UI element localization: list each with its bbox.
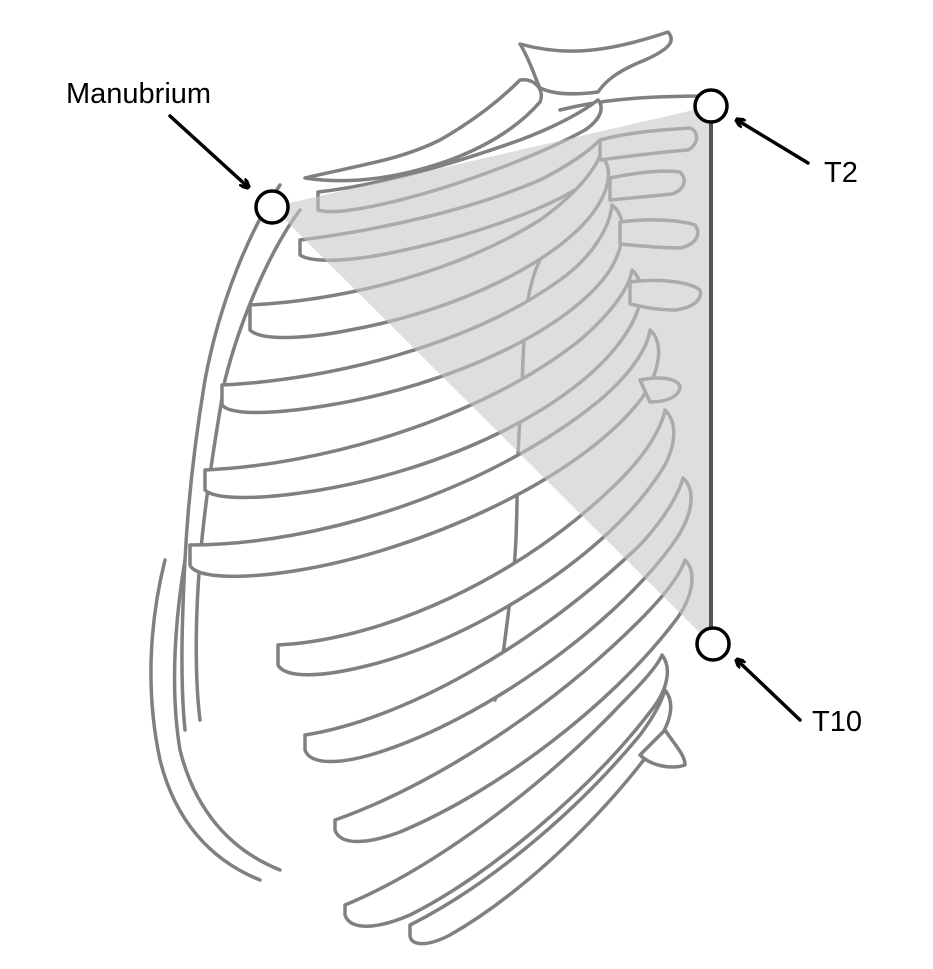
rib-11 — [408, 688, 673, 946]
t2-label: T2 — [824, 157, 858, 189]
manubrium-arrow — [168, 114, 248, 187]
manubrium-label: Manubrium — [66, 78, 211, 110]
t10-label: T10 — [812, 706, 862, 738]
manubrium-marker — [254, 189, 290, 225]
t10-marker — [695, 626, 731, 662]
rib-10 — [343, 653, 670, 928]
t2-arrow — [737, 120, 810, 165]
clavicle — [303, 30, 673, 183]
t2-marker — [693, 88, 729, 124]
sternum — [149, 183, 302, 882]
t10-arrow — [737, 660, 802, 722]
shaded-triangle — [272, 106, 711, 644]
